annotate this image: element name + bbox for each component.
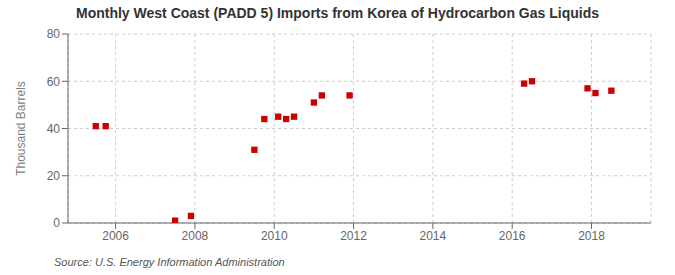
html-text:Source: U.S. Energy Informatio: Source: U.S. Energy Information Administ…	[54, 256, 285, 268]
svg-text:2016: 2016	[499, 229, 526, 243]
svg-text:20: 20	[47, 169, 61, 183]
svg-text:2010: 2010	[261, 229, 288, 243]
svg-text:80: 80	[47, 27, 61, 41]
svg-text:2008: 2008	[182, 229, 209, 243]
svg-text:Thousand Barrels: Thousand Barrels	[14, 81, 28, 176]
svg-text:2018: 2018	[578, 229, 605, 243]
svg-text:2006: 2006	[102, 229, 129, 243]
svg-text:60: 60	[47, 75, 61, 89]
svg-text:0: 0	[53, 216, 60, 230]
svg-text:2014: 2014	[420, 229, 447, 243]
svg-text:2012: 2012	[340, 229, 367, 243]
html-text:Monthly West Coast (PADD 5) Im: Monthly West Coast (PADD 5) Imports from…	[76, 5, 599, 21]
svg-text:40: 40	[47, 122, 61, 136]
